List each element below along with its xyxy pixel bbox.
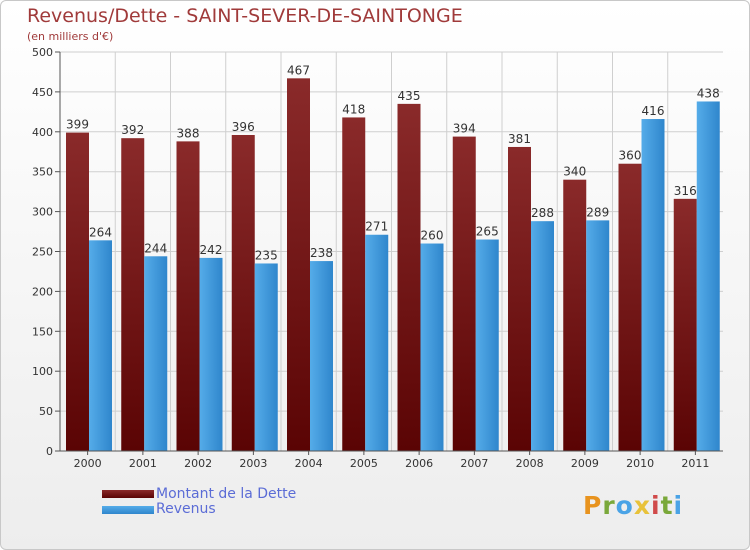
x-tick-label: 2007	[460, 457, 488, 470]
y-tick-label: 0	[46, 445, 53, 458]
bar-revenus-2005	[365, 234, 389, 451]
data-label: 438	[697, 86, 720, 100]
y-tick-label: 500	[32, 46, 53, 59]
y-tick-label: 200	[32, 285, 53, 298]
x-tick-label: 2004	[295, 457, 323, 470]
bar-revenus-2000	[89, 240, 112, 451]
bar-dette-2003	[231, 134, 255, 451]
bar-dette-2000	[66, 132, 89, 451]
data-label: 264	[89, 225, 112, 239]
logo-letter: P	[583, 491, 603, 520]
y-tick-label: 350	[32, 166, 53, 179]
data-label: 340	[563, 165, 586, 179]
x-tick-label: 2009	[571, 457, 599, 470]
data-label: 399	[66, 118, 89, 132]
bar-dette-2010	[618, 163, 642, 451]
data-label: 381	[508, 132, 531, 146]
bar-dette-2009	[563, 179, 587, 451]
legend-swatch-debt	[102, 490, 154, 498]
x-tick-label: 2011	[681, 457, 709, 470]
x-tick-label: 2003	[239, 457, 267, 470]
bar-revenus-2009	[586, 220, 610, 451]
logo-letter: x	[633, 491, 651, 520]
bar-revenus-2001	[144, 256, 168, 451]
bar-dette-2002	[176, 141, 200, 451]
x-tick-label: 2008	[516, 457, 544, 470]
logo-letter: o	[615, 491, 634, 520]
axes: 0 50 100 150 200 250 300 350 400 450 500 2000 2001 20…	[32, 46, 723, 470]
data-label: 244	[144, 241, 167, 255]
bar-revenus-2002	[199, 257, 223, 451]
data-label: 271	[365, 220, 388, 234]
bar-dette-2011	[673, 198, 697, 451]
y-tick-label: 100	[32, 365, 53, 378]
bar-revenus-2010	[641, 119, 665, 452]
bar-revenus-2008	[531, 221, 554, 451]
data-label: 467	[287, 63, 310, 77]
legend-swatch-revenus	[102, 506, 154, 514]
data-label: 289	[586, 205, 609, 219]
logo-letter: i	[673, 491, 684, 520]
bar-dette-2007	[452, 136, 476, 451]
x-tick-label: 2002	[184, 457, 212, 470]
bar-revenus-2004	[310, 261, 333, 451]
data-label: 260	[421, 229, 444, 243]
data-labels: 399 264 392 244 388 242 396 235 467 238 418 271 435 2…	[66, 63, 720, 262]
data-label: 418	[342, 102, 365, 116]
bar-dette-2004	[287, 78, 310, 452]
bar-dette-2001	[121, 138, 145, 451]
logo-letter: t	[660, 491, 674, 520]
legend-label-debt: Montant de la Dette	[156, 486, 297, 502]
data-label: 360	[619, 149, 642, 163]
chart-title: Revenus/Dette - SAINT-SEVER-DE-SAINTONGE	[27, 5, 463, 27]
data-label: 392	[121, 123, 144, 137]
bar-dette-2006	[397, 103, 421, 452]
logo-letter: r	[602, 491, 616, 520]
x-tick-label: 2006	[405, 457, 433, 470]
bar-revenus-2007	[475, 239, 499, 451]
data-label: 388	[177, 126, 200, 140]
proxiti-logo: Proxiti	[583, 491, 683, 520]
chart-subtitle: (en milliers d'€)	[27, 30, 114, 43]
data-label: 316	[674, 184, 697, 198]
y-tick-label: 400	[32, 126, 53, 139]
data-label: 288	[531, 206, 554, 220]
bar-revenus-2011	[696, 101, 720, 451]
data-label: 396	[232, 120, 255, 134]
data-label: 435	[398, 89, 421, 103]
data-label: 265	[476, 225, 499, 239]
bar-dette-2008	[508, 146, 531, 451]
data-label: 416	[642, 104, 665, 118]
x-tick-label: 2000	[74, 457, 102, 470]
legend-label-revenus: Revenus	[156, 501, 216, 517]
bar-revenus-2003	[254, 263, 278, 451]
data-label: 242	[200, 243, 223, 257]
data-label: 238	[310, 246, 333, 260]
data-label: 394	[453, 122, 476, 136]
bar-dette-2005	[342, 117, 366, 451]
bars	[66, 78, 720, 452]
grid-lines	[60, 51, 723, 451]
y-tick-label: 50	[39, 405, 53, 418]
x-tick-label: 2001	[129, 457, 157, 470]
x-tick-label: 2005	[350, 457, 378, 470]
y-tick-label: 150	[32, 325, 53, 338]
x-tick-label: 2010	[626, 457, 654, 470]
data-label: 235	[255, 248, 278, 262]
y-tick-label: 450	[32, 86, 53, 99]
bar-revenus-2006	[420, 243, 444, 451]
logo-letter: i	[651, 491, 661, 520]
y-tick-label: 300	[32, 206, 53, 219]
y-tick-label: 250	[32, 246, 53, 259]
